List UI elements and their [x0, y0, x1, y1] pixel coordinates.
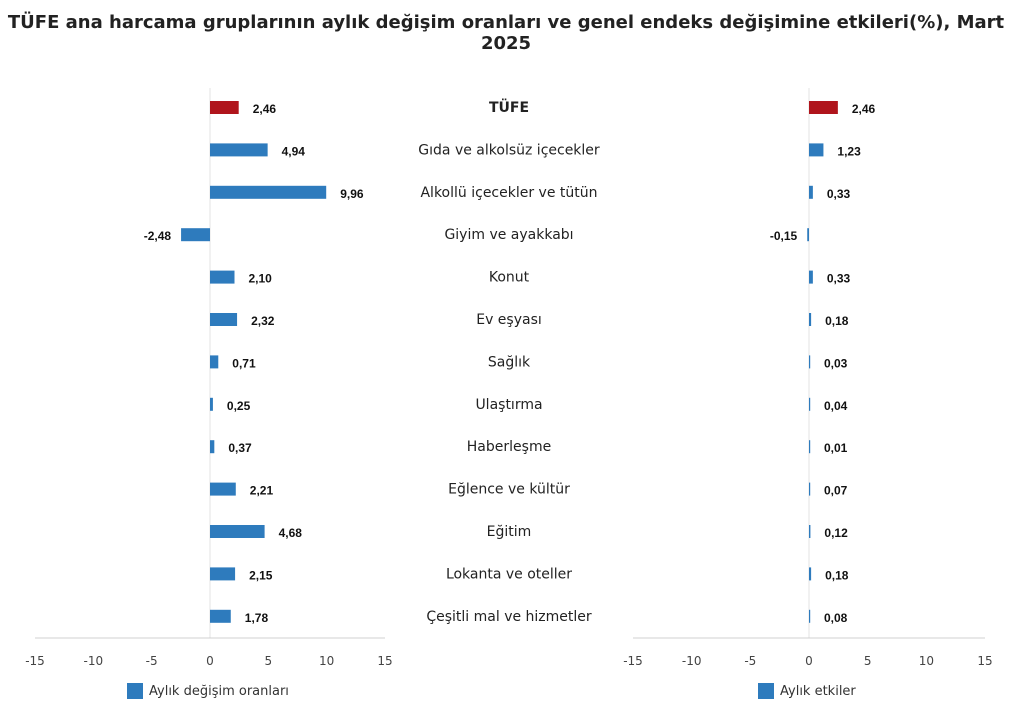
- data-label: 0,08: [824, 611, 848, 625]
- legend-right: Aylık etkiler: [758, 683, 856, 699]
- data-label: 0,37: [228, 441, 252, 455]
- data-label: 0,18: [825, 568, 849, 582]
- data-label: 0,71: [232, 356, 256, 370]
- data-label: 0,03: [824, 356, 848, 370]
- legend-swatch: [758, 683, 774, 699]
- data-label: 2,32: [251, 314, 275, 328]
- bar: [210, 143, 268, 157]
- data-label: 4,94: [282, 144, 306, 158]
- data-label: 1,23: [837, 144, 861, 158]
- x-tick-label: -5: [146, 654, 158, 668]
- x-tick-label: 15: [977, 654, 992, 668]
- data-label: 0,04: [824, 399, 848, 413]
- bar: [807, 228, 809, 242]
- bar: [210, 525, 265, 538]
- data-label: 0,25: [227, 399, 251, 413]
- category-label: Eğlence ve kültür: [448, 482, 570, 498]
- x-tick-label: 15: [377, 654, 392, 668]
- x-tick-label: 10: [319, 654, 334, 668]
- bar: [210, 270, 235, 284]
- chart-title: TÜFE ana harcama gruplarının aylık değiş…: [7, 12, 1005, 54]
- data-label: 0,01: [824, 441, 848, 455]
- legend-left: Aylık değişim oranları: [127, 683, 289, 699]
- data-label: 2,46: [852, 102, 876, 116]
- x-tick-label: 5: [265, 654, 273, 668]
- data-label: -0,15: [770, 229, 798, 243]
- bar: [210, 609, 231, 623]
- category-label: Konut: [489, 270, 530, 286]
- data-label: 0,18: [825, 314, 849, 328]
- legend-label: Aylık değişim oranları: [149, 683, 289, 699]
- x-tick-label: 0: [805, 654, 813, 668]
- bar: [809, 355, 811, 369]
- bar: [809, 185, 813, 199]
- x-tick-label: 10: [919, 654, 934, 668]
- category-label: Eğitim: [487, 524, 532, 540]
- x-tick-label: -15: [25, 654, 45, 668]
- category-label: Alkollü içecekler ve tütün: [420, 185, 597, 201]
- bar: [809, 313, 812, 326]
- data-label: 2,21: [250, 484, 274, 498]
- bar: [809, 440, 811, 454]
- data-label: 0,33: [827, 187, 851, 201]
- x-tick-label: 5: [864, 654, 872, 668]
- category-label: Haberleşme: [467, 439, 551, 455]
- x-tick-label: -5: [744, 654, 756, 668]
- bar: [809, 525, 811, 538]
- bar: [809, 101, 838, 114]
- category-label: TÜFE: [489, 98, 529, 116]
- data-label: 0,07: [824, 484, 848, 498]
- x-tick-label: -10: [682, 654, 702, 668]
- data-label: 0,12: [824, 526, 848, 540]
- data-label: 4,68: [279, 526, 303, 540]
- bar: [809, 482, 811, 496]
- bar: [210, 313, 238, 326]
- category-label: Ulaştırma: [475, 397, 542, 413]
- bar: [809, 397, 811, 411]
- data-label: 9,96: [340, 187, 364, 201]
- category-label: Çeşitli mal ve hizmetler: [426, 609, 592, 625]
- x-tick-label: -10: [84, 654, 104, 668]
- category-label: Lokanta ve oteller: [446, 566, 572, 582]
- data-label: 2,15: [249, 568, 273, 582]
- data-label: 0,33: [827, 272, 851, 286]
- bar: [210, 355, 219, 369]
- bar: [809, 143, 824, 157]
- x-tick-label: 0: [206, 654, 214, 668]
- category-label: Sağlık: [488, 354, 531, 370]
- bar: [210, 101, 239, 114]
- legend-swatch: [127, 683, 143, 699]
- bar: [210, 567, 236, 581]
- bar: [809, 270, 813, 284]
- bar: [210, 185, 327, 199]
- bar: [210, 440, 215, 454]
- category-label: Giyim ve ayakkabı: [444, 227, 573, 243]
- data-label: 1,78: [245, 611, 269, 625]
- bar: [210, 397, 213, 411]
- bar: [809, 567, 812, 581]
- x-tick-label: -15: [623, 654, 643, 668]
- legend-label: Aylık etkiler: [780, 683, 856, 699]
- bar: [809, 609, 811, 623]
- category-label: Ev eşyası: [476, 312, 542, 328]
- data-label: 2,46: [253, 102, 277, 116]
- bar: [181, 228, 210, 242]
- data-label: -2,48: [144, 229, 172, 243]
- bar: [210, 482, 236, 496]
- category-label: Gıda ve alkolsüz içecekler: [418, 142, 600, 158]
- data-label: 2,10: [249, 272, 273, 286]
